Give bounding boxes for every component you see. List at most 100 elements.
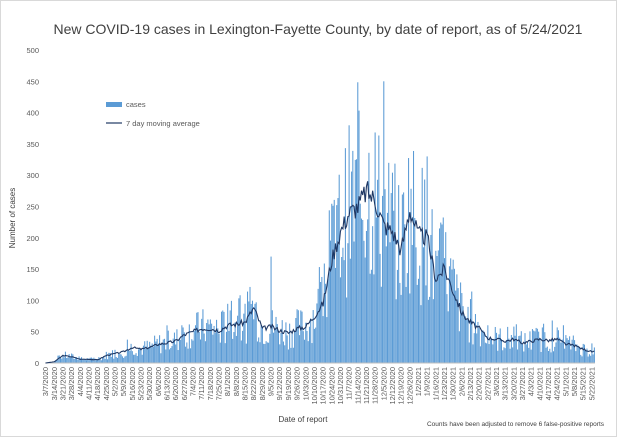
x-tick-label: 9/26/2020	[293, 367, 302, 400]
x-tick-label: 4/24/2021	[553, 367, 562, 400]
case-bar	[590, 355, 592, 363]
case-bar	[285, 322, 287, 363]
case-bar	[118, 352, 120, 363]
case-bar	[346, 297, 348, 363]
case-bar	[141, 354, 143, 363]
x-tick-label: 6/20/2020	[171, 367, 180, 400]
bar-series	[46, 81, 595, 364]
case-bar	[305, 322, 307, 363]
x-tick-label: 11/7/2020	[345, 367, 354, 400]
x-tick-label: 3/14/2020	[50, 367, 59, 400]
case-bar	[356, 159, 358, 363]
case-bar	[497, 350, 499, 363]
case-bar	[277, 330, 280, 363]
case-bar	[592, 354, 594, 363]
x-tick-label: 5/23/2020	[137, 367, 146, 400]
case-bar	[176, 329, 178, 363]
case-bar	[337, 198, 339, 363]
case-bar	[574, 340, 576, 363]
case-bar	[276, 324, 278, 363]
case-bar	[432, 299, 434, 363]
case-bar	[56, 359, 58, 363]
case-bar	[528, 347, 530, 363]
case-bar	[88, 360, 90, 363]
case-bar	[59, 357, 62, 363]
case-bar	[157, 343, 159, 363]
case-bar	[522, 344, 524, 363]
case-bar	[362, 220, 364, 363]
case-bar	[270, 256, 272, 363]
case-bar	[484, 342, 486, 363]
case-bar	[234, 322, 236, 363]
case-bar	[268, 342, 270, 363]
case-bar	[323, 263, 325, 363]
case-bar	[217, 328, 219, 363]
case-bar	[414, 217, 416, 363]
case-bar	[138, 349, 140, 363]
case-bar	[307, 341, 309, 363]
case-bar	[441, 224, 443, 363]
case-bar	[322, 316, 324, 363]
x-tick-label: 2/13/2021	[466, 367, 475, 400]
case-bar	[160, 353, 162, 363]
case-bar	[452, 259, 454, 363]
case-bar	[554, 346, 556, 363]
case-bar	[417, 278, 419, 363]
case-bar	[207, 319, 209, 363]
case-bar	[67, 357, 69, 363]
case-bar	[463, 317, 465, 363]
case-bar	[363, 240, 365, 363]
case-bar	[416, 284, 418, 363]
case-bar	[310, 318, 312, 363]
case-bar	[482, 330, 484, 363]
case-bar	[274, 328, 276, 363]
case-bar	[398, 185, 400, 363]
case-bar	[84, 359, 86, 363]
x-tick-label: 8/8/2020	[232, 367, 241, 396]
x-axis-tick-labels: 3/7/2020 3/14/2020 3/21/2020 3/28/2020 4/4/2…	[41, 367, 596, 405]
case-bar	[154, 335, 156, 363]
moving-average-line	[45, 181, 595, 364]
case-bar	[548, 351, 550, 363]
case-bar	[408, 158, 410, 363]
case-bar	[281, 320, 283, 363]
case-bar	[479, 346, 481, 363]
case-bar	[431, 209, 433, 363]
case-bar	[242, 330, 244, 363]
case-bar	[131, 351, 133, 363]
case-bar	[347, 243, 349, 363]
case-bar	[85, 360, 88, 363]
y-tick-label: 50	[31, 328, 39, 337]
case-bar	[108, 352, 110, 363]
case-bar	[420, 305, 422, 363]
x-tick-label: 11/14/2020	[353, 367, 362, 404]
x-tick-label: 10/17/2020	[319, 367, 328, 405]
case-bar	[591, 343, 593, 363]
case-bar	[74, 358, 76, 363]
case-bar	[249, 286, 251, 363]
case-bar	[538, 331, 540, 363]
case-bar	[396, 269, 398, 363]
legend-cases-label: cases	[126, 100, 146, 109]
case-bar	[134, 354, 136, 363]
case-bar	[253, 319, 255, 363]
case-bar	[434, 279, 436, 363]
case-bar	[139, 347, 141, 363]
case-bar	[294, 331, 296, 363]
case-bar	[123, 357, 125, 363]
case-bar	[446, 294, 448, 363]
case-bar	[251, 300, 254, 363]
case-bar	[232, 338, 234, 363]
case-bar	[327, 278, 329, 363]
case-bar	[172, 338, 174, 363]
case-bar	[171, 346, 173, 363]
case-bar	[515, 324, 517, 363]
case-bar	[159, 335, 161, 363]
x-tick-label: 4/4/2020	[76, 367, 85, 396]
case-bar	[147, 347, 149, 363]
case-bar	[406, 273, 408, 363]
case-bar	[265, 341, 267, 363]
case-bar	[264, 343, 266, 363]
y-tick-label: 250	[26, 203, 39, 212]
x-tick-label: 1/23/2021	[440, 367, 449, 400]
